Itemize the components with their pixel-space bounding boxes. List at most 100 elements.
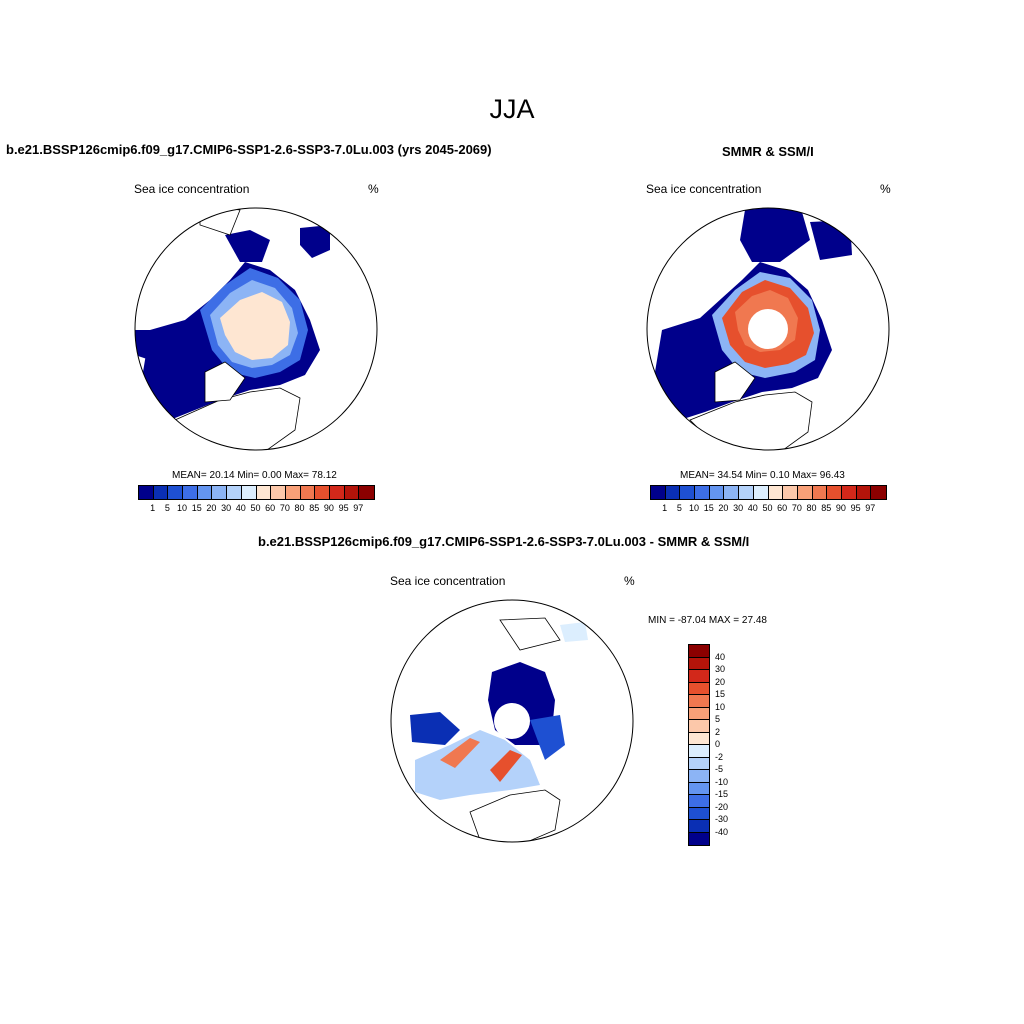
right-panel-heading: SMMR & SSM/I xyxy=(722,144,814,159)
colorbar-tick-label: -30 xyxy=(715,814,729,824)
diff-units-label: % xyxy=(624,574,635,588)
colorbar-swatch xyxy=(139,486,154,499)
colorbar-tick-label: 30 xyxy=(733,503,744,513)
colorbar-tick-label: 1 xyxy=(150,503,156,513)
colorbar-swatch xyxy=(183,486,198,499)
colorbar-tick-label: 30 xyxy=(221,503,232,513)
colorbar-tick-label: 95 xyxy=(338,503,349,513)
left-panel-heading: b.e21.BSSP126cmip6.f09_g17.CMIP6-SSP1-2.… xyxy=(6,142,492,157)
colorbar-swatch xyxy=(695,486,710,499)
colorbar-swatch xyxy=(689,832,709,845)
colorbar-swatch xyxy=(285,486,301,499)
colorbar-swatch xyxy=(241,486,257,499)
colorbar-swatch xyxy=(812,486,828,499)
colorbar-swatch xyxy=(856,486,872,499)
colorbar-tick-label: -20 xyxy=(715,801,729,812)
colorbar-swatch xyxy=(739,486,754,499)
colorbar-swatch xyxy=(689,682,709,695)
colorbar-tick-label: 80 xyxy=(806,503,817,513)
colorbar-tick-label: 70 xyxy=(791,503,802,513)
colorbar-tick-label: 30 xyxy=(715,664,726,674)
right-units-label: % xyxy=(880,182,891,196)
colorbar-tick-label: 97 xyxy=(865,503,876,513)
colorbar-swatch xyxy=(783,486,798,499)
colorbar-swatch xyxy=(689,757,709,770)
colorbar-swatch xyxy=(724,486,740,499)
colorbar-swatch xyxy=(841,486,857,499)
colorbar-tick-label: 5 xyxy=(715,714,721,724)
colorbar-swatch xyxy=(168,486,184,499)
colorbar-tick-label: 20 xyxy=(715,676,726,687)
colorbar-tick-label: 15 xyxy=(703,503,714,513)
colorbar-swatch xyxy=(709,486,725,499)
colorbar-tick-label: 10 xyxy=(715,701,726,712)
colorbar-tick-label: 15 xyxy=(715,689,726,699)
colorbar-tick-label: 40 xyxy=(747,503,758,513)
colorbar-tick-label: 60 xyxy=(777,503,788,513)
colorbar-tick-label: -15 xyxy=(715,789,729,799)
page-title: JJA xyxy=(489,94,535,124)
colorbar-tick-label: 90 xyxy=(323,503,334,513)
colorbar-tick-label: 50 xyxy=(762,503,773,513)
colorbar-swatch xyxy=(212,486,228,499)
colorbar-swatch xyxy=(359,486,374,499)
colorbar-swatch xyxy=(227,486,242,499)
colorbar-swatch xyxy=(329,486,345,499)
colorbar-tick-label: 40 xyxy=(715,651,726,662)
colorbar-swatch xyxy=(689,745,709,758)
colorbar-swatch xyxy=(689,807,709,820)
colorbar-tick-label: 97 xyxy=(353,503,364,513)
right-variable-label: Sea ice concentration xyxy=(646,182,762,196)
colorbar-tick-label: -10 xyxy=(715,776,729,787)
colorbar-swatch xyxy=(768,486,784,499)
colorbar-swatch xyxy=(256,486,272,499)
left-variable-label: Sea ice concentration xyxy=(134,182,250,196)
colorbar-tick-label: 10 xyxy=(177,503,188,513)
colorbar-swatch xyxy=(871,486,886,499)
colorbar-tick-label: 90 xyxy=(835,503,846,513)
colorbar-swatch xyxy=(197,486,213,499)
diff-minmax: MIN = -87.04 MAX = 27.48 xyxy=(648,615,767,626)
colorbar-swatch xyxy=(689,657,709,670)
left-colorbar xyxy=(138,485,375,500)
colorbar-tick-label: 5 xyxy=(676,503,682,513)
colorbar-swatch xyxy=(689,782,709,795)
colorbar-tick-label: 60 xyxy=(265,503,276,513)
colorbar-swatch xyxy=(300,486,316,499)
diff-variable-label: Sea ice concentration xyxy=(390,574,506,588)
colorbar-tick-label: 95 xyxy=(850,503,861,513)
colorbar-swatch xyxy=(827,486,842,499)
colorbar-tick-label: 85 xyxy=(821,503,832,513)
colorbar-tick-label: -2 xyxy=(715,751,724,762)
left-units-label: % xyxy=(368,182,379,196)
diff-colorbar xyxy=(688,644,710,846)
colorbar-tick-label: -5 xyxy=(715,764,724,774)
colorbar-tick-label: 50 xyxy=(250,503,261,513)
right-colorbar xyxy=(650,485,887,500)
right-stats: MEAN= 34.54 Min= 0.10 Max= 96.43 xyxy=(680,470,845,481)
colorbar-tick-label: 2 xyxy=(715,726,721,737)
colorbar-swatch xyxy=(689,670,709,683)
colorbar-swatch xyxy=(651,486,666,499)
colorbar-swatch xyxy=(689,645,709,658)
diff-panel-heading: b.e21.BSSP126cmip6.f09_g17.CMIP6-SSP1-2.… xyxy=(258,534,750,549)
colorbar-swatch xyxy=(689,770,709,783)
colorbar-swatch xyxy=(689,720,709,733)
colorbar-tick-label: 40 xyxy=(235,503,246,513)
colorbar-swatch xyxy=(753,486,769,499)
colorbar-tick-label: 1 xyxy=(662,503,668,513)
colorbar-swatch xyxy=(689,732,709,745)
colorbar-tick-label: 70 xyxy=(279,503,290,513)
colorbar-swatch xyxy=(680,486,696,499)
colorbar-tick-label: 5 xyxy=(164,503,170,513)
colorbar-swatch xyxy=(344,486,360,499)
colorbar-tick-label: 80 xyxy=(294,503,305,513)
colorbar-tick-label: 20 xyxy=(718,503,729,513)
colorbar-tick-label: -40 xyxy=(715,826,729,837)
colorbar-swatch xyxy=(665,486,681,499)
colorbar-tick-label: 20 xyxy=(206,503,217,513)
left-stats: MEAN= 20.14 Min= 0.00 Max= 78.12 xyxy=(172,470,337,481)
